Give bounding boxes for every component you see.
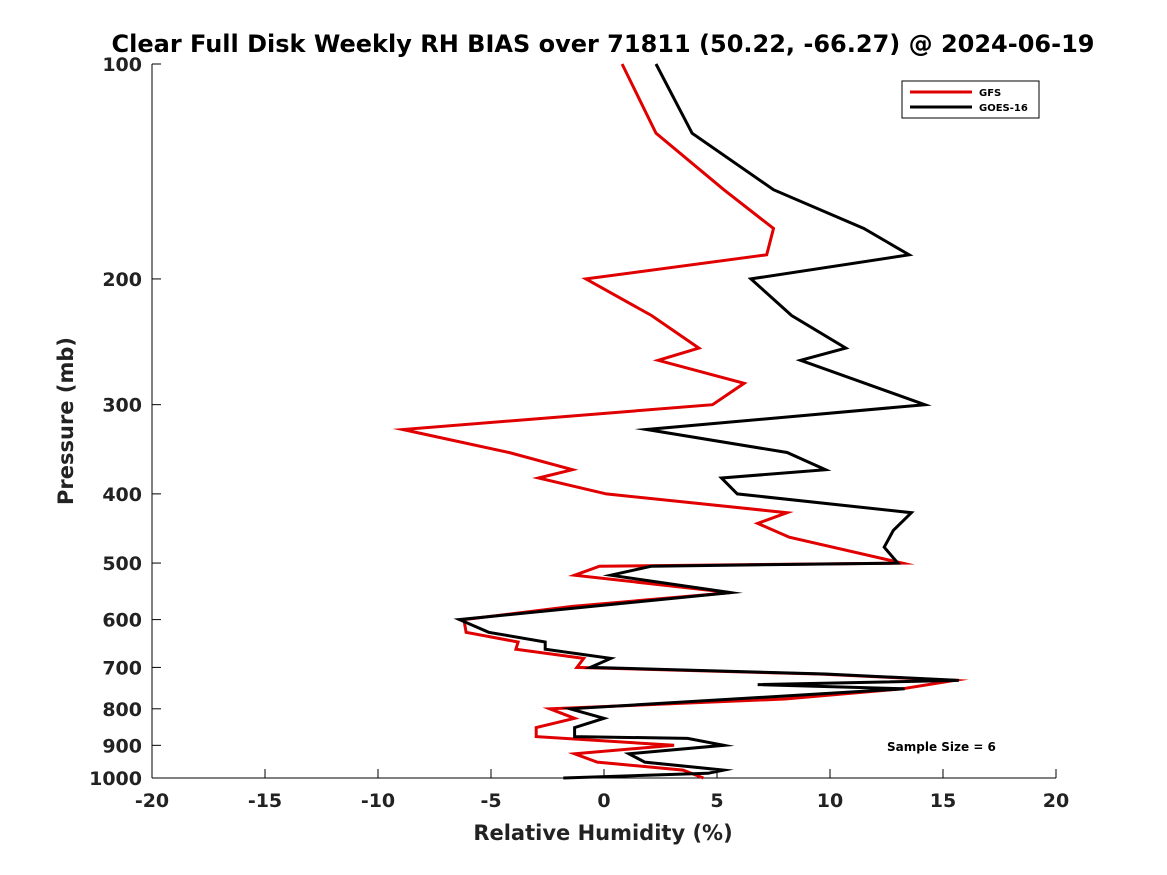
plot-area: -20 -15 -10 -5 0 5 10 15 20 100 200 300 400 500 600 700… [89, 54, 1069, 812]
legend-entry-label: GOES-16 [979, 103, 1028, 114]
legend-box [901, 80, 1040, 119]
y-tick-label: 200 [102, 269, 142, 291]
chart-title: Clear Full Disk Weekly RH BIAS over 7181… [112, 30, 1095, 58]
x-tick-label: -15 [248, 790, 282, 812]
y-tick-label: 700 [102, 657, 142, 679]
x-tick-label: 20 [1043, 790, 1069, 812]
y-tick-label: 600 [102, 610, 142, 632]
legend-entry-label: GFS [979, 88, 1001, 99]
y-tick-label: 100 [102, 54, 142, 76]
x-tick-label: 15 [930, 790, 956, 812]
y-tick-label: 400 [102, 484, 142, 506]
x-tick-label: 10 [817, 790, 843, 812]
x-tick-label: 0 [597, 790, 610, 812]
x-tick-label: -5 [480, 790, 501, 812]
y-tick-label: 500 [102, 553, 142, 575]
y-tick-label: 300 [102, 395, 142, 417]
series-line-gfs [392, 63, 969, 780]
y-tick-label: 900 [102, 735, 142, 757]
y-axis-label: Pressure (mb) [54, 337, 78, 505]
sample-size-annotation: Sample Size = 6 [887, 740, 996, 754]
legend: GFS GOES-16 [901, 80, 1040, 119]
x-tick-label: -10 [361, 790, 395, 812]
x-tick-label: 5 [710, 790, 723, 812]
x-tick-label: -20 [135, 790, 169, 812]
y-tick-label: 800 [102, 699, 142, 721]
y-tick-label: 1000 [89, 768, 142, 790]
series-line-goes-16 [453, 63, 959, 780]
x-axis-label: Relative Humidity (%) [473, 821, 732, 845]
